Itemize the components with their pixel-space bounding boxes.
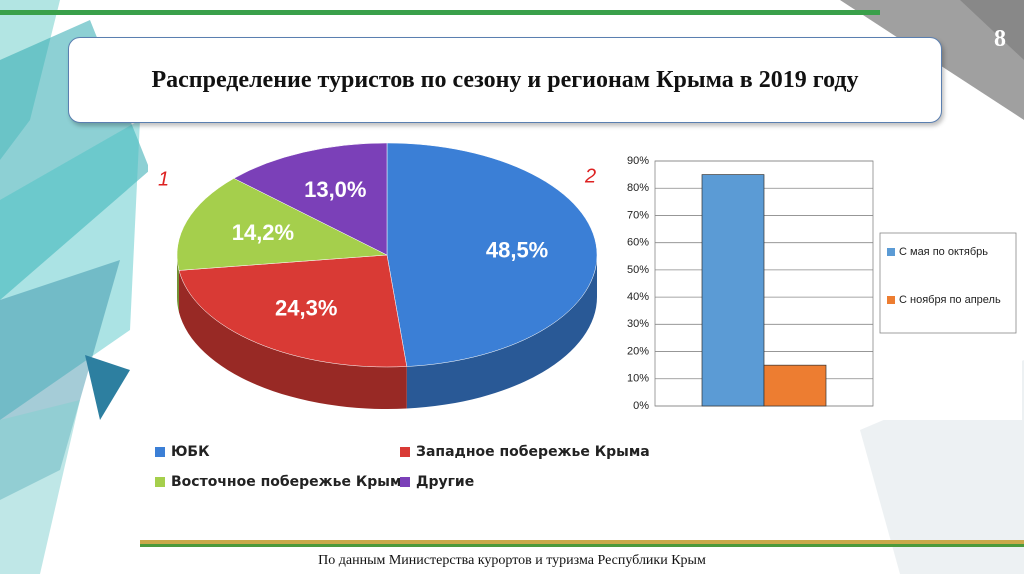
pie-slice [386, 142, 598, 367]
y-tick-label: 10% [627, 373, 649, 385]
legend-label: С ноября по апрель [899, 294, 1001, 306]
data-label: 14,2% [232, 220, 294, 245]
slide-number: 8 [994, 26, 1006, 52]
pie-slice [233, 142, 388, 256]
pie-slice [178, 254, 408, 368]
footer: По данным Министерства курортов и туризм… [318, 553, 706, 568]
legend-swatch [155, 447, 165, 457]
bar [763, 364, 827, 407]
y-tick-label: 40% [627, 291, 649, 303]
legend-box [879, 232, 1017, 334]
pie-slice [176, 178, 388, 271]
legend-label: С мая по октябрь [899, 246, 988, 258]
data-label: 24,3% [275, 295, 337, 320]
data-label: 13,0% [304, 177, 366, 202]
y-tick-label: 80% [627, 182, 649, 194]
y-tick-label: 70% [627, 209, 649, 221]
legend-label: ЮБК [171, 444, 210, 460]
legend-swatch [887, 296, 895, 304]
legend-label: Западное побережье Крыма [416, 444, 650, 460]
legend-label: Другие [416, 474, 474, 490]
y-tick-label: 30% [627, 318, 649, 330]
y-tick-label: 0% [633, 400, 649, 412]
y-tick-label: 60% [627, 237, 649, 249]
y-tick-label: 20% [627, 345, 649, 357]
slide-title: Распределение туристов по сезону и регио… [151, 67, 859, 93]
title-box: Распределение туристов по сезону и регио… [68, 37, 942, 123]
bar [701, 174, 765, 407]
y-tick-label: 50% [627, 264, 649, 276]
legend-swatch [400, 477, 410, 487]
pie-slice-side [406, 255, 597, 409]
legend-swatch [887, 248, 895, 256]
chart-label: 1 [158, 168, 169, 190]
legend-swatch [155, 477, 165, 487]
legend-swatch [400, 447, 410, 457]
chart-label: 2 [584, 165, 596, 187]
pie-slice-side [179, 270, 407, 409]
legend-label: Восточное побережье Крыма [171, 474, 411, 490]
data-label: 48,5% [486, 238, 548, 263]
y-tick-label: 90% [627, 155, 649, 167]
